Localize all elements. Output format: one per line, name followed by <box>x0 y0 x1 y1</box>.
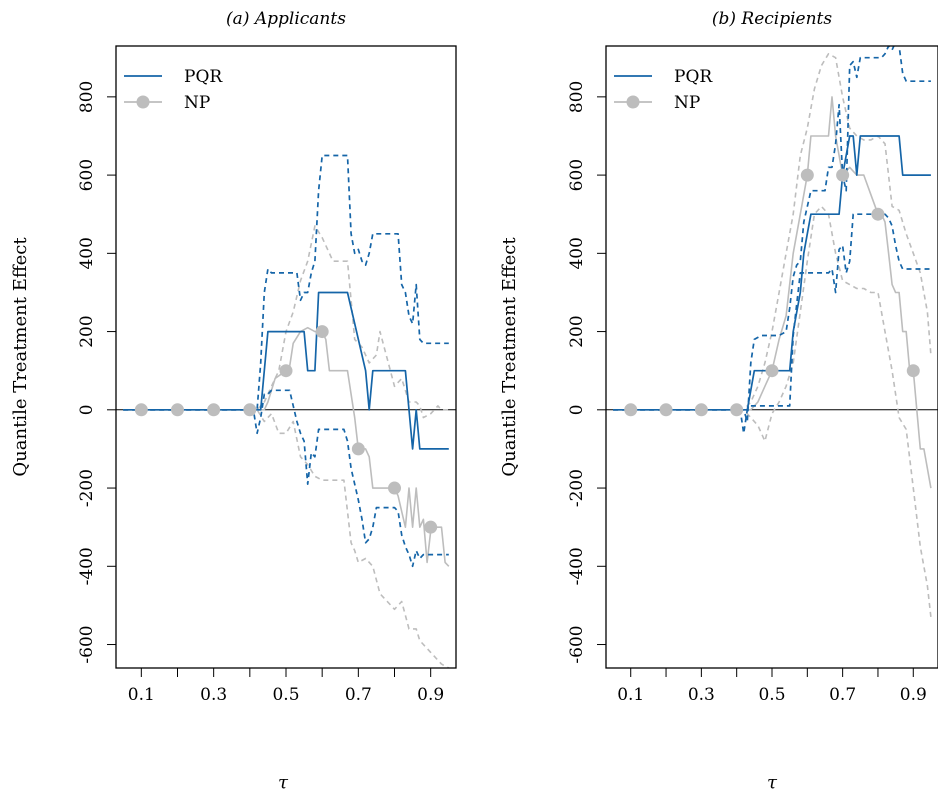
chart-1-series-pqr-lower <box>613 213 931 435</box>
chart-0-series-pqr <box>123 291 449 450</box>
chart-1-marker-np <box>800 168 814 182</box>
chart-1-legend-np-marker <box>626 95 640 109</box>
chart-1-y-tick-label: -600 <box>567 625 587 663</box>
chart-1-marker-pqr <box>694 403 708 417</box>
chart-1-series-np-lower <box>613 205 932 618</box>
chart-1-legend-np-label: NP <box>674 93 700 113</box>
chart-1-y-tick-label: 600 <box>567 159 587 191</box>
chart-0-series-pqr-upper <box>123 154 449 411</box>
chart-0-series-np-lower <box>123 408 450 668</box>
chart-1-y-tick-label: 0 <box>567 404 587 415</box>
chart-1-y-axis-label: Quantile Treatment Effect <box>499 237 520 477</box>
chart-1-series-np-upper <box>613 52 932 411</box>
chart-0-x-tick-label: 0.3 <box>200 685 227 705</box>
chart-1-plot-frame <box>605 45 938 669</box>
chart-0-marker-pqr <box>170 403 184 417</box>
chart-0-marker-np <box>315 325 329 339</box>
chart-0-series-np <box>123 326 450 567</box>
chart-1-series-np <box>613 96 932 489</box>
chart-0-marker-np <box>388 481 402 495</box>
chart-0-legend-np-label: NP <box>184 93 210 113</box>
chart-1-x-tick-label: 0.1 <box>617 685 644 705</box>
chart-0-x-tick-label: 0.7 <box>345 685 372 705</box>
chart-0-y-tick-label: -200 <box>77 469 97 507</box>
chart-1-y-tick-label: 800 <box>567 81 587 113</box>
chart-0-marker-pqr <box>207 403 221 417</box>
panel-a: (a) Applicants 0.1 0.3 0.5 0.7 0.9 -600 -400 -20… <box>10 9 457 793</box>
chart-0-y-tick-label: 400 <box>77 237 97 269</box>
chart-1-series-pqr <box>613 135 931 411</box>
chart-1-x-axis-label: τ <box>767 772 778 793</box>
chart-0-y-tick-label: -600 <box>77 625 97 663</box>
chart-1-plot-area <box>613 46 932 618</box>
chart-1-x-tick-label: 0.9 <box>900 685 927 705</box>
chart-0-y-tick-label: 200 <box>77 315 97 347</box>
chart-0-marker-np <box>424 520 438 534</box>
chart-1-title: (b) Recipients <box>712 9 833 29</box>
chart-0-y-tick-label: -400 <box>77 547 97 585</box>
chart-1-legend-pqr-label: PQR <box>674 67 713 87</box>
chart-0-y-tick-label: 0 <box>77 404 97 415</box>
chart-1-x-tick-label: 0.3 <box>688 685 715 705</box>
chart-0-marker-pqr <box>134 403 148 417</box>
chart-0-title: (a) Applicants <box>226 9 346 29</box>
panel-b: (b) Recipients 0.1 0.3 0.5 0.7 0.9 -600 -400 -20… <box>499 9 938 793</box>
chart-0-y-tick-label: 800 <box>77 81 97 113</box>
chart-1-y-tick-label: -200 <box>567 469 587 507</box>
chart-1-marker-pqr <box>730 403 744 417</box>
chart-1-x-tick-label: 0.7 <box>829 685 856 705</box>
chart-1-marker-np <box>871 207 885 221</box>
chart-1-marker-np <box>765 364 779 378</box>
chart-0-marker-np <box>351 442 365 456</box>
chart-0-plot-area <box>123 154 450 668</box>
chart-0-x-axis-label: τ <box>278 772 289 793</box>
chart-0-y-tick-label: 600 <box>77 159 97 191</box>
chart-0-x-tick-label: 0.5 <box>272 685 299 705</box>
chart-1-marker-pqr <box>624 403 638 417</box>
chart-0-marker-pqr <box>243 403 257 417</box>
chart-0-marker-np <box>279 364 293 378</box>
chart-0-legend-np-marker <box>136 95 150 109</box>
chart-1-y-tick-label: 200 <box>567 315 587 347</box>
chart-0-legend-pqr-label: PQR <box>184 67 223 87</box>
chart-1-y-tick-label: 400 <box>567 237 587 269</box>
chart-0-series-np-upper <box>123 225 449 419</box>
chart-0-y-axis-label: Quantile Treatment Effect <box>10 237 31 477</box>
chart-0-x-tick-label: 0.9 <box>417 685 444 705</box>
chart-1-marker-np <box>906 364 920 378</box>
chart-0-series-pqr-lower <box>123 389 449 568</box>
chart-1-x-tick-label: 0.5 <box>758 685 785 705</box>
chart-1-marker-pqr <box>659 403 673 417</box>
chart-1-marker-np <box>836 168 850 182</box>
chart-0-plot-frame <box>115 45 457 669</box>
chart-1-y-tick-label: -400 <box>567 547 587 585</box>
chart-0-x-tick-label: 0.1 <box>128 685 155 705</box>
